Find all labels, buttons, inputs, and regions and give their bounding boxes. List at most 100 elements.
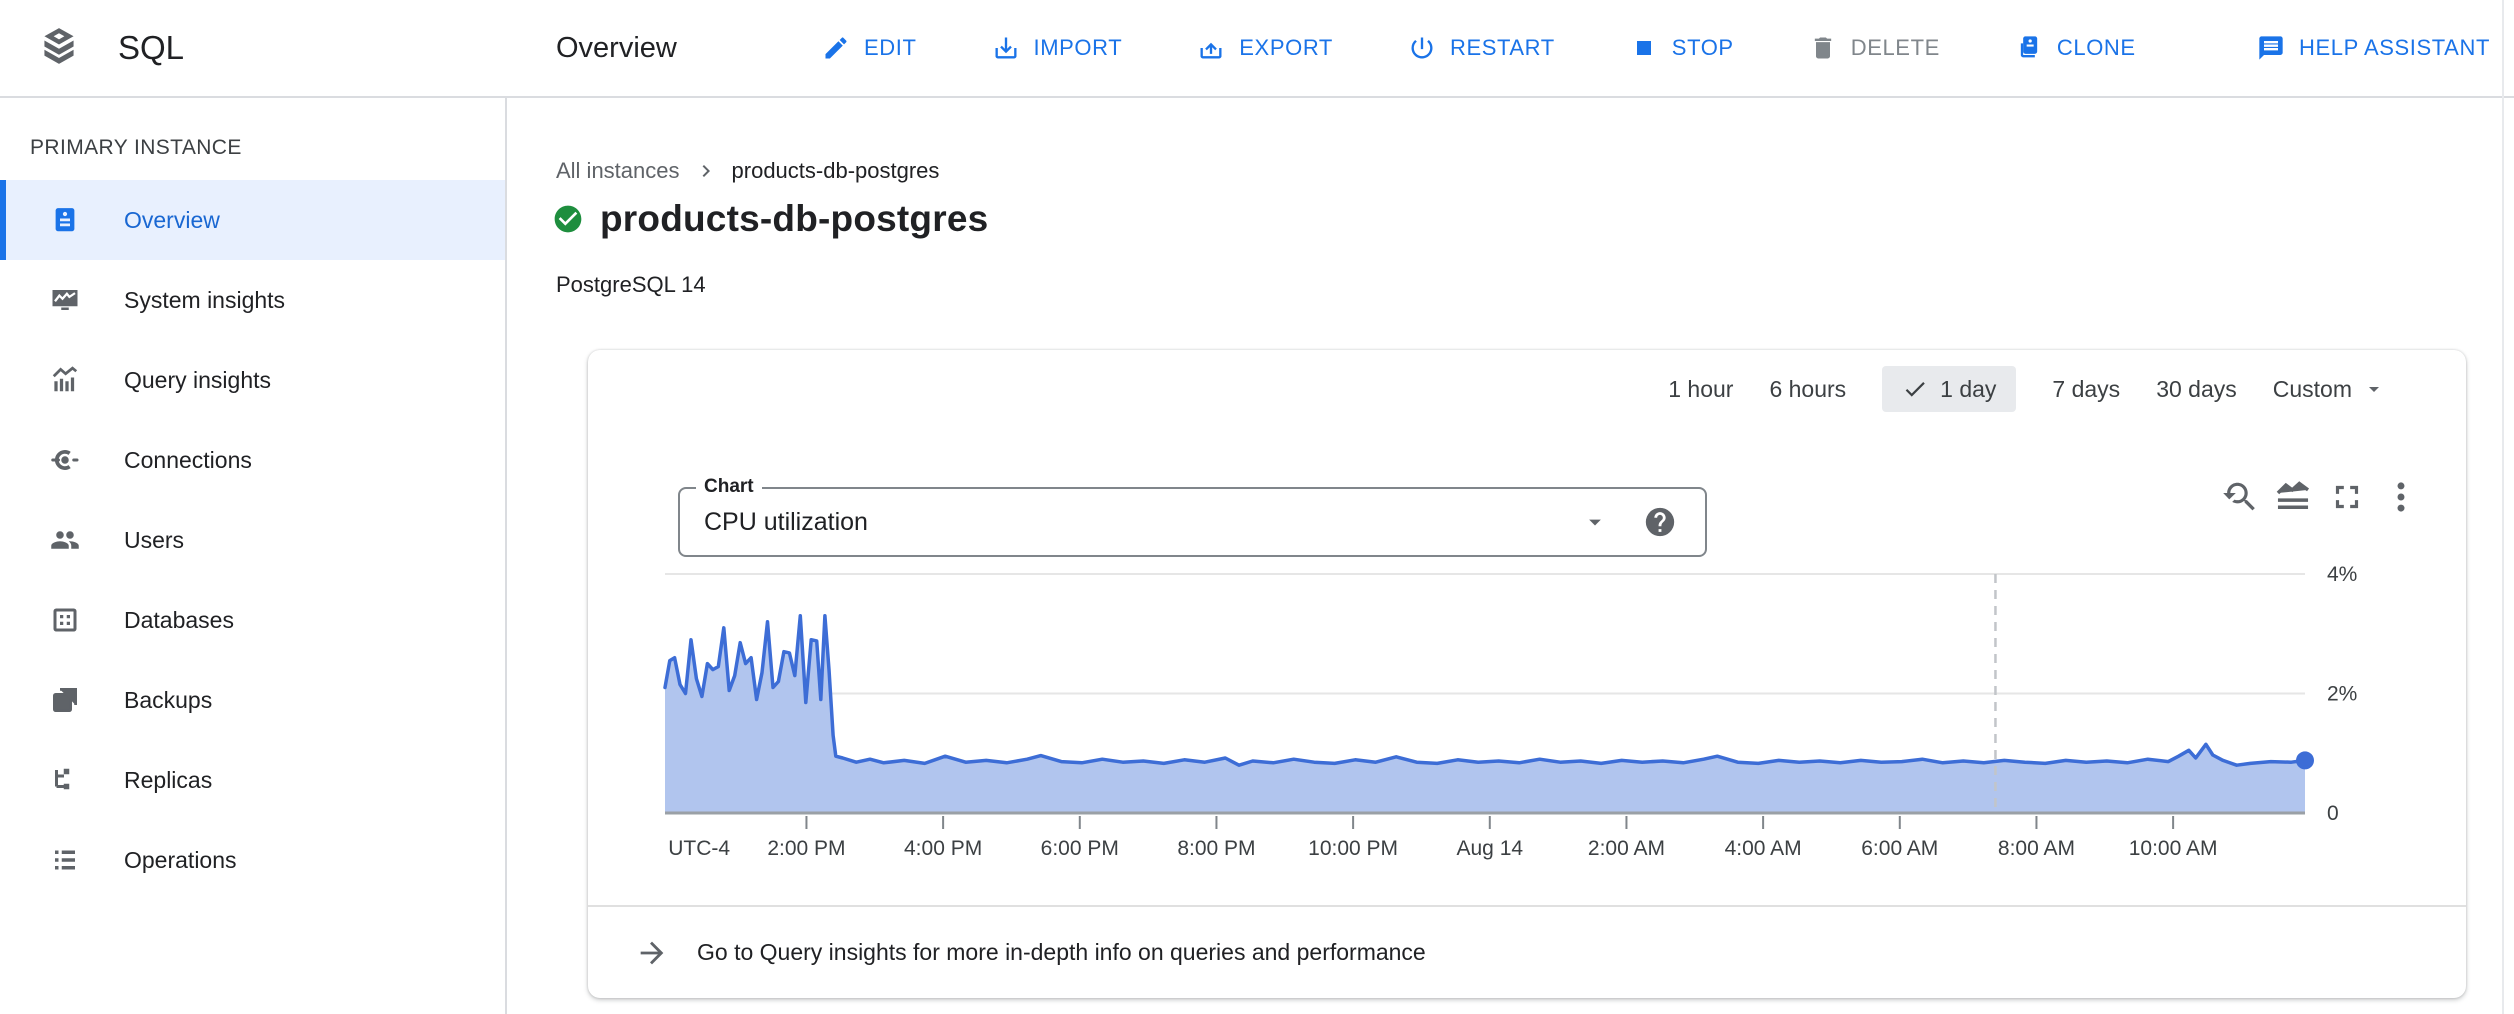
sidebar-item-system-insights[interactable]: System insights bbox=[0, 260, 505, 340]
svg-text:6:00 PM: 6:00 PM bbox=[1041, 837, 1119, 860]
chevron-right-icon bbox=[694, 159, 718, 183]
restart-button[interactable]: RESTART bbox=[1408, 34, 1555, 62]
edit-label: EDIT bbox=[864, 35, 917, 60]
cloud-sql-logo-icon bbox=[44, 28, 74, 64]
bulleted-list-icon bbox=[55, 850, 75, 870]
zoom-reset-button[interactable] bbox=[2220, 478, 2258, 516]
time-range-tabs: 1 hour 6 hours 1 day 7 days 30 days Cust… bbox=[1668, 365, 2386, 413]
breadcrumb-all-instances-link[interactable]: All instances bbox=[556, 158, 680, 183]
svg-text:8:00 PM: 8:00 PM bbox=[1177, 837, 1255, 860]
sidebar-item-label: Overview bbox=[124, 206, 220, 233]
sidebar-item-label: Connections bbox=[124, 446, 252, 473]
product-name: SQL bbox=[118, 29, 185, 66]
top-bar: SQL Overview EDIT IMPORT EXPORT RESTART bbox=[0, 0, 2514, 98]
monitor-chart-icon bbox=[52, 290, 78, 310]
instance-overview-icon bbox=[55, 208, 75, 232]
clone-label: CLONE bbox=[2056, 35, 2136, 60]
help-assistant-button[interactable]: HELP ASSISTANT bbox=[2257, 34, 2490, 62]
tree-branch-icon bbox=[55, 768, 70, 790]
sidebar-item-users[interactable]: Users bbox=[0, 500, 505, 580]
sidebar-item-backups[interactable]: Backups bbox=[0, 660, 505, 740]
svg-text:UTC-4: UTC-4 bbox=[668, 837, 730, 860]
page-title: Overview bbox=[556, 31, 677, 64]
query-insights-link-text: Go to Query insights for more in-depth i… bbox=[697, 939, 1426, 965]
sidebar: PRIMARY INSTANCE Overview System insight… bbox=[0, 98, 507, 1014]
sidebar-item-label: Users bbox=[124, 526, 185, 553]
product-home-link[interactable]: SQL bbox=[36, 0, 184, 96]
sidebar-item-databases[interactable]: Databases bbox=[0, 580, 505, 660]
tab-1-day-label: 1 day bbox=[1940, 375, 1997, 402]
cpu-utilization-chart[interactable]: 4% 2% 0 UTC-4 2:00 PM 4:00 PM 6:00 PM 8:00 PM 10… bbox=[663, 555, 2465, 860]
sidebar-section-label: PRIMARY INSTANCE bbox=[30, 136, 242, 159]
metrics-card: 1 hour 6 hours 1 day 7 days 30 days Cust… bbox=[588, 350, 2466, 998]
scrollbar-track[interactable] bbox=[2502, 0, 2504, 1014]
people-icon bbox=[51, 531, 79, 549]
triangle-down-icon bbox=[2369, 387, 2379, 392]
fullscreen-button[interactable] bbox=[2328, 478, 2366, 516]
stop-button[interactable]: STOP bbox=[1630, 34, 1734, 62]
arrow-forward-icon bbox=[640, 941, 664, 964]
trash-icon bbox=[1814, 37, 1831, 59]
query-insights-link[interactable]: Go to Query insights for more in-depth i… bbox=[588, 907, 2466, 998]
svg-text:2:00 AM: 2:00 AM bbox=[1588, 837, 1665, 860]
download-tray-icon bbox=[995, 37, 1017, 59]
chart-toolbar bbox=[2220, 478, 2420, 516]
tab-30-days[interactable]: 30 days bbox=[2156, 375, 2237, 402]
question-circle-icon[interactable] bbox=[1643, 505, 1677, 539]
svg-text:4%: 4% bbox=[2327, 563, 2357, 586]
edit-button[interactable]: EDIT bbox=[822, 34, 917, 62]
chat-bubble-icon bbox=[2259, 36, 2283, 60]
grid-table-icon bbox=[53, 608, 77, 632]
stacked-windows-icon bbox=[53, 688, 77, 712]
export-button[interactable]: EXPORT bbox=[1197, 34, 1333, 62]
svg-text:Aug 14: Aug 14 bbox=[1457, 837, 1524, 860]
help-assistant-label: HELP ASSISTANT bbox=[2299, 35, 2490, 60]
upload-tray-icon bbox=[1200, 42, 1222, 59]
sidebar-item-label: System insights bbox=[124, 286, 286, 313]
tab-custom[interactable]: Custom bbox=[2273, 376, 2386, 403]
tab-1-day[interactable]: 1 day bbox=[1882, 366, 2017, 412]
sidebar-item-label: Replicas bbox=[124, 766, 213, 793]
sidebar-item-overview[interactable]: Overview bbox=[0, 180, 505, 260]
clone-button[interactable]: CLONE bbox=[2015, 34, 2136, 62]
sidebar-item-replicas[interactable]: Replicas bbox=[0, 740, 505, 820]
toolbar: EDIT IMPORT EXPORT RESTART STOP DELETE bbox=[822, 0, 2490, 96]
import-label: IMPORT bbox=[1033, 35, 1123, 60]
more-options-button[interactable] bbox=[2382, 478, 2420, 516]
instance-title-row: products-db-postgres bbox=[552, 198, 988, 240]
tab-7-days[interactable]: 7 days bbox=[2052, 375, 2121, 402]
breadcrumb: All instances products-db-postgres bbox=[556, 158, 939, 184]
select-caret-icon bbox=[1589, 519, 1601, 526]
stop-label: STOP bbox=[1671, 35, 1734, 60]
svg-text:0: 0 bbox=[2327, 802, 2339, 825]
svg-text:4:00 PM: 4:00 PM bbox=[904, 837, 982, 860]
svg-text:2:00 PM: 2:00 PM bbox=[767, 837, 845, 860]
sidebar-item-connections[interactable]: Connections bbox=[0, 420, 505, 500]
chart-metric-select[interactable]: Chart CPU utilization bbox=[678, 476, 1707, 557]
area-chart-toggle-button[interactable] bbox=[2274, 478, 2312, 516]
delete-button[interactable]: DELETE bbox=[1809, 34, 1940, 62]
sidebar-item-label: Backups bbox=[124, 686, 213, 713]
pencil-icon bbox=[825, 37, 847, 59]
tab-1-hour[interactable]: 1 hour bbox=[1668, 375, 1734, 402]
restart-label: RESTART bbox=[1449, 35, 1555, 60]
import-button[interactable]: IMPORT bbox=[992, 34, 1123, 62]
tab-6-hours[interactable]: 6 hours bbox=[1769, 375, 1847, 402]
svg-text:6:00 AM: 6:00 AM bbox=[1861, 837, 1938, 860]
bar-trend-icon bbox=[52, 366, 78, 392]
svg-text:4:00 AM: 4:00 AM bbox=[1725, 837, 1802, 860]
power-icon bbox=[1411, 37, 1433, 59]
sidebar-item-operations[interactable]: Operations bbox=[0, 820, 505, 900]
breadcrumb-current: products-db-postgres bbox=[731, 158, 940, 183]
instance-engine: PostgreSQL 14 bbox=[556, 272, 706, 297]
svg-text:8:00 AM: 8:00 AM bbox=[1998, 837, 2075, 860]
sidebar-item-label: Databases bbox=[124, 606, 234, 633]
checkmark-icon bbox=[1905, 382, 1925, 397]
more-vert-icon bbox=[2397, 482, 2405, 512]
sidebar-item-query-insights[interactable]: Query insights bbox=[0, 340, 505, 420]
fullscreen-icon bbox=[2335, 485, 2359, 509]
chart-select-value: CPU utilization bbox=[704, 507, 868, 536]
export-label: EXPORT bbox=[1239, 35, 1333, 60]
delete-label: DELETE bbox=[1850, 35, 1940, 60]
